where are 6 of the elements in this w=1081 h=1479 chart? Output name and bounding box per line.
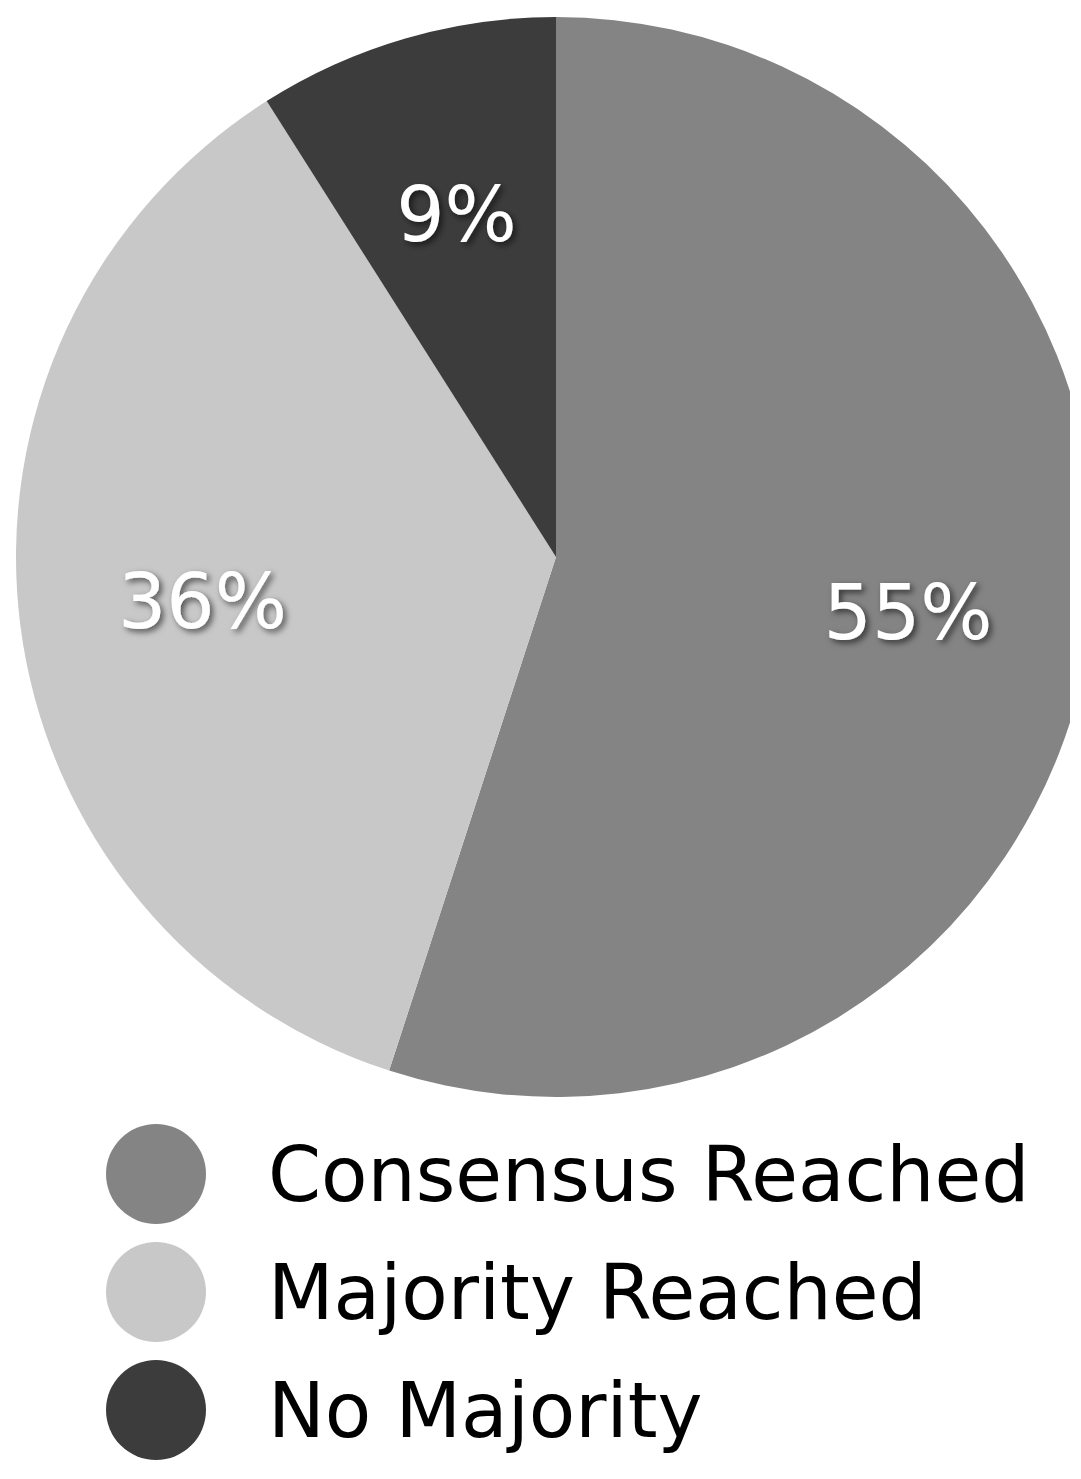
legend-label: Majority Reached: [268, 1247, 927, 1337]
data-label: 9%: [396, 170, 517, 260]
legend-label: Consensus Reached: [268, 1129, 1030, 1219]
legend-label: No Majority: [268, 1365, 703, 1455]
data-label: 55%: [823, 568, 993, 658]
data-label: 36%: [117, 557, 287, 647]
